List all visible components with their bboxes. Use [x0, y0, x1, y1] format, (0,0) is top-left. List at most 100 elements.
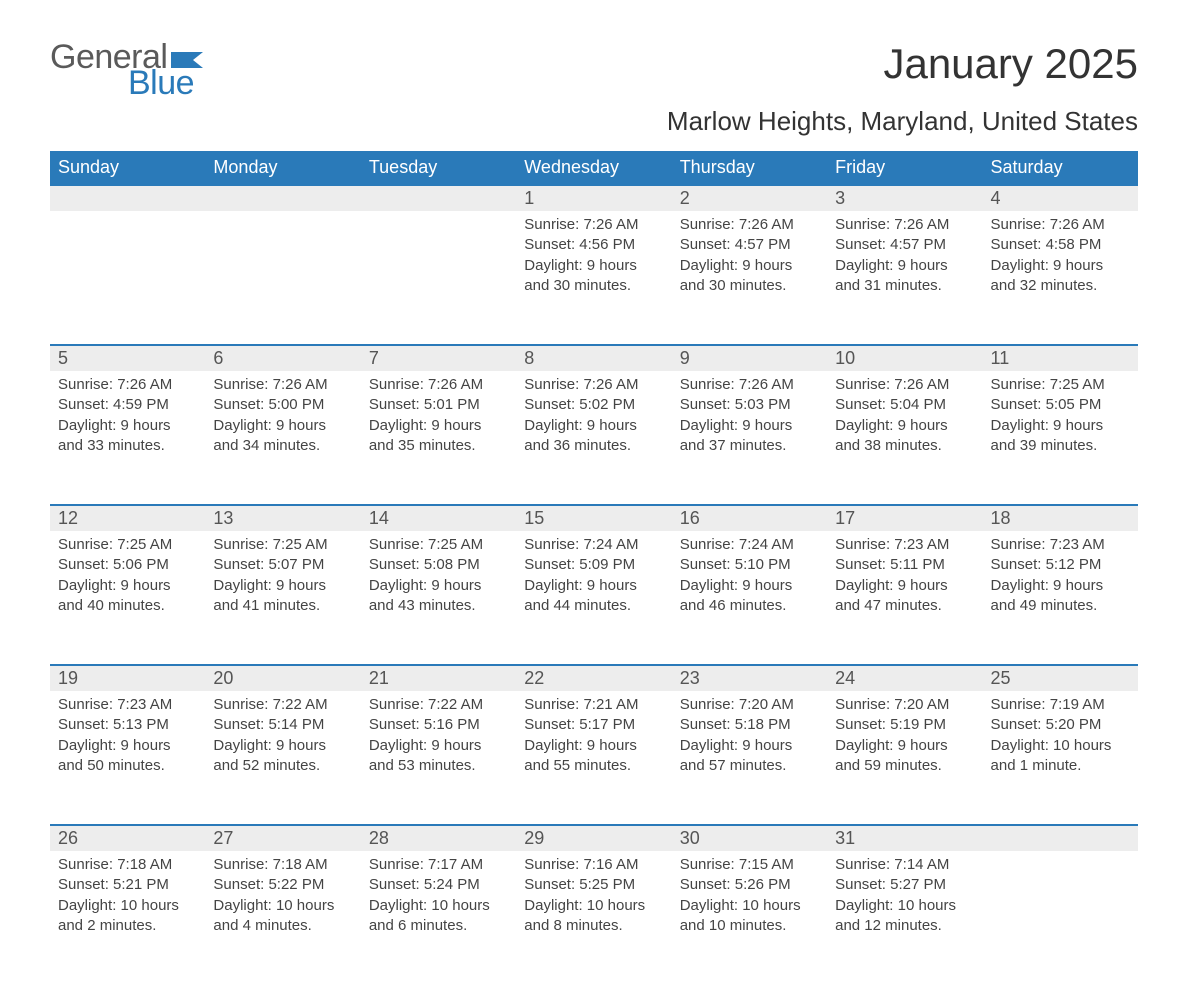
day-body-cell: Sunrise: 7:26 AMSunset: 4:57 PMDaylight:… [827, 211, 982, 345]
sunset-text: Sunset: 5:12 PM [991, 555, 1130, 575]
day-number-cell: 23 [672, 665, 827, 691]
d2-text: and 6 minutes. [369, 916, 508, 936]
day-body-cell: Sunrise: 7:21 AMSunset: 5:17 PMDaylight:… [516, 691, 671, 825]
weekday-header: Monday [205, 151, 360, 185]
sunset-text: Sunset: 5:04 PM [835, 395, 974, 415]
day-number-cell: 6 [205, 345, 360, 371]
sunrise-text: Sunrise: 7:15 AM [680, 855, 819, 875]
sunrise-text: Sunrise: 7:26 AM [213, 375, 352, 395]
day-body-cell: Sunrise: 7:26 AMSunset: 5:04 PMDaylight:… [827, 371, 982, 505]
weekday-header: Saturday [983, 151, 1138, 185]
d1-text: Daylight: 9 hours [680, 576, 819, 596]
page-title: January 2025 [883, 40, 1138, 88]
sunrise-text: Sunrise: 7:14 AM [835, 855, 974, 875]
day-number-cell: 8 [516, 345, 671, 371]
sunrise-text: Sunrise: 7:23 AM [991, 535, 1130, 555]
d1-text: Daylight: 9 hours [213, 416, 352, 436]
d1-text: Daylight: 10 hours [369, 896, 508, 916]
sunset-text: Sunset: 5:25 PM [524, 875, 663, 895]
day-body-row: Sunrise: 7:23 AMSunset: 5:13 PMDaylight:… [50, 691, 1138, 825]
day-number-cell: 1 [516, 185, 671, 211]
day-number-cell: 29 [516, 825, 671, 851]
sunrise-text: Sunrise: 7:16 AM [524, 855, 663, 875]
d1-text: Daylight: 9 hours [524, 576, 663, 596]
d2-text: and 36 minutes. [524, 436, 663, 456]
d2-text: and 32 minutes. [991, 276, 1130, 296]
day-number-cell: 22 [516, 665, 671, 691]
sunrise-text: Sunrise: 7:18 AM [213, 855, 352, 875]
d2-text: and 35 minutes. [369, 436, 508, 456]
weekday-header: Tuesday [361, 151, 516, 185]
d1-text: Daylight: 10 hours [524, 896, 663, 916]
d2-text: and 52 minutes. [213, 756, 352, 776]
d2-text: and 4 minutes. [213, 916, 352, 936]
day-body-cell: Sunrise: 7:18 AMSunset: 5:22 PMDaylight:… [205, 851, 360, 985]
day-number-cell: 30 [672, 825, 827, 851]
d1-text: Daylight: 9 hours [213, 576, 352, 596]
d2-text: and 1 minute. [991, 756, 1130, 776]
sunset-text: Sunset: 5:27 PM [835, 875, 974, 895]
day-body-cell: Sunrise: 7:26 AMSunset: 4:59 PMDaylight:… [50, 371, 205, 505]
sunset-text: Sunset: 5:06 PM [58, 555, 197, 575]
day-number-cell: 14 [361, 505, 516, 531]
day-body-cell: Sunrise: 7:17 AMSunset: 5:24 PMDaylight:… [361, 851, 516, 985]
day-body-cell: Sunrise: 7:23 AMSunset: 5:11 PMDaylight:… [827, 531, 982, 665]
day-number-cell: 7 [361, 345, 516, 371]
logo-text-blue: Blue [128, 66, 203, 100]
day-body-cell: Sunrise: 7:25 AMSunset: 5:06 PMDaylight:… [50, 531, 205, 665]
day-number-cell: 24 [827, 665, 982, 691]
sunset-text: Sunset: 5:05 PM [991, 395, 1130, 415]
day-number-cell: 27 [205, 825, 360, 851]
day-body-cell: Sunrise: 7:25 AMSunset: 5:07 PMDaylight:… [205, 531, 360, 665]
weekday-header: Thursday [672, 151, 827, 185]
day-number-cell: 9 [672, 345, 827, 371]
day-body-row: Sunrise: 7:18 AMSunset: 5:21 PMDaylight:… [50, 851, 1138, 985]
sunrise-text: Sunrise: 7:24 AM [680, 535, 819, 555]
d2-text: and 49 minutes. [991, 596, 1130, 616]
sunrise-text: Sunrise: 7:26 AM [835, 215, 974, 235]
d1-text: Daylight: 9 hours [213, 736, 352, 756]
d1-text: Daylight: 9 hours [58, 736, 197, 756]
weekday-header: Friday [827, 151, 982, 185]
sunset-text: Sunset: 5:01 PM [369, 395, 508, 415]
sunset-text: Sunset: 4:57 PM [835, 235, 974, 255]
d2-text: and 30 minutes. [524, 276, 663, 296]
weekday-header-row: Sunday Monday Tuesday Wednesday Thursday… [50, 151, 1138, 185]
sunrise-text: Sunrise: 7:26 AM [835, 375, 974, 395]
d1-text: Daylight: 10 hours [213, 896, 352, 916]
d2-text: and 34 minutes. [213, 436, 352, 456]
day-number-cell: 20 [205, 665, 360, 691]
sunset-text: Sunset: 5:09 PM [524, 555, 663, 575]
d2-text: and 12 minutes. [835, 916, 974, 936]
d2-text: and 41 minutes. [213, 596, 352, 616]
day-body-cell: Sunrise: 7:26 AMSunset: 4:56 PMDaylight:… [516, 211, 671, 345]
d1-text: Daylight: 9 hours [680, 736, 819, 756]
d2-text: and 38 minutes. [835, 436, 974, 456]
d1-text: Daylight: 10 hours [991, 736, 1130, 756]
sunset-text: Sunset: 5:11 PM [835, 555, 974, 575]
day-number-cell: 4 [983, 185, 1138, 211]
sunrise-text: Sunrise: 7:26 AM [369, 375, 508, 395]
sunrise-text: Sunrise: 7:23 AM [835, 535, 974, 555]
sunrise-text: Sunrise: 7:26 AM [680, 375, 819, 395]
sunset-text: Sunset: 5:18 PM [680, 715, 819, 735]
day-body-cell [983, 851, 1138, 985]
d1-text: Daylight: 9 hours [369, 416, 508, 436]
day-number-cell: 13 [205, 505, 360, 531]
sunset-text: Sunset: 5:16 PM [369, 715, 508, 735]
sunset-text: Sunset: 5:08 PM [369, 555, 508, 575]
day-number-cell: 2 [672, 185, 827, 211]
sunset-text: Sunset: 5:00 PM [213, 395, 352, 415]
day-body-cell: Sunrise: 7:26 AMSunset: 4:58 PMDaylight:… [983, 211, 1138, 345]
daynum-row: 1234 [50, 185, 1138, 211]
day-body-cell: Sunrise: 7:26 AMSunset: 5:00 PMDaylight:… [205, 371, 360, 505]
sunset-text: Sunset: 4:57 PM [680, 235, 819, 255]
day-body-cell: Sunrise: 7:24 AMSunset: 5:10 PMDaylight:… [672, 531, 827, 665]
day-body-cell [361, 211, 516, 345]
d2-text: and 44 minutes. [524, 596, 663, 616]
day-number-cell: 15 [516, 505, 671, 531]
day-number-cell: 25 [983, 665, 1138, 691]
day-body-cell: Sunrise: 7:26 AMSunset: 5:03 PMDaylight:… [672, 371, 827, 505]
sunset-text: Sunset: 5:10 PM [680, 555, 819, 575]
logo: General Blue [50, 40, 203, 100]
